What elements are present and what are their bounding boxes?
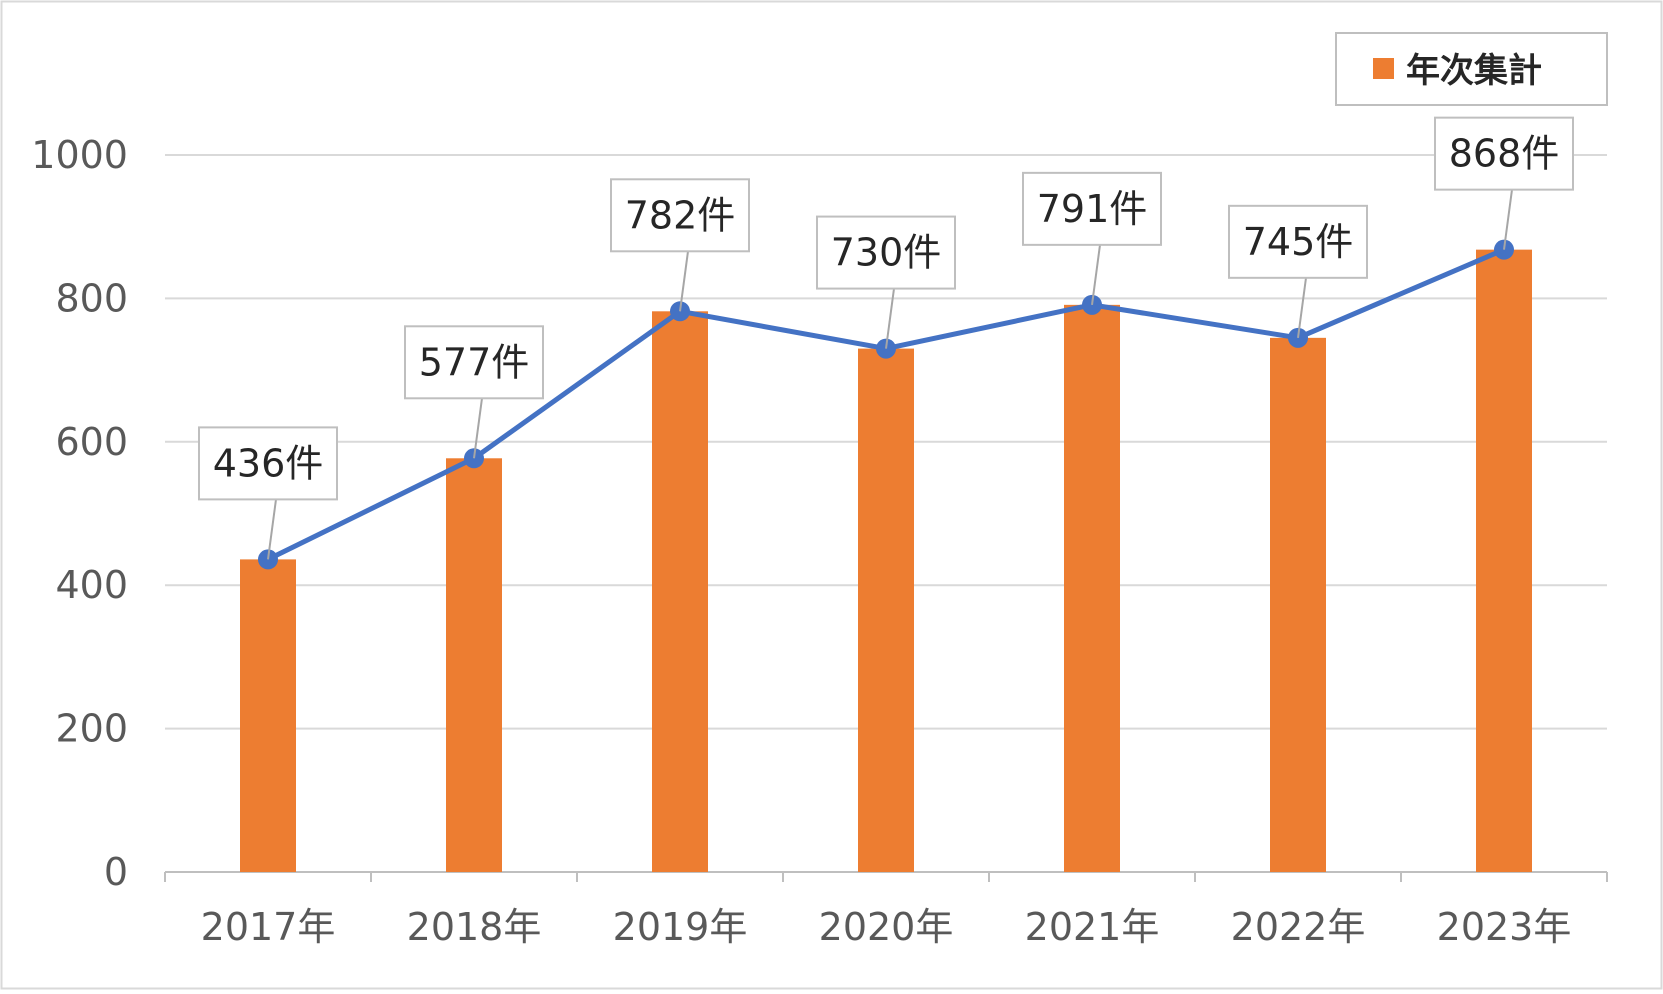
x-tick-label: 2018年 (407, 905, 542, 949)
data-label-leader (267, 499, 277, 560)
bar (240, 559, 296, 872)
bar (446, 458, 502, 872)
data-label: 791件 (1037, 187, 1148, 231)
data-label: 782件 (625, 193, 736, 237)
x-tick-label: 2023年 (1437, 905, 1572, 949)
x-tick-label: 2019年 (613, 905, 748, 949)
bar (652, 311, 708, 872)
data-labels: 436件 577件 782件 730件 791件 745件 868件 (198, 116, 1574, 560)
data-label-leader (1297, 277, 1307, 338)
data-label-leader (1503, 189, 1513, 250)
data-label-leader (885, 288, 895, 349)
y-tick-label: 600 (55, 420, 128, 464)
x-tick-label: 2017年 (201, 905, 336, 949)
data-label-box (816, 215, 956, 290)
data-label: 868件 (1449, 132, 1560, 176)
data-label: 730件 (831, 231, 942, 275)
data-label-leader (473, 398, 483, 459)
bar (1064, 304, 1120, 872)
bar (1270, 337, 1326, 873)
y-tick-label: 1000 (31, 133, 128, 177)
data-label: 577件 (419, 340, 530, 384)
data-label-leader (1091, 244, 1101, 305)
data-label-box (1434, 116, 1574, 191)
y-tick-label: 400 (55, 563, 128, 607)
data-label-box (404, 325, 544, 400)
legend-label: 年次集計 (1406, 51, 1542, 91)
x-tick-label: 2022年 (1231, 905, 1366, 949)
y-tick-label: 800 (55, 276, 128, 320)
bar (1476, 249, 1532, 873)
y-axis-ticks: 0 200 400 600 800 1000 (31, 133, 128, 894)
data-label-box (1022, 171, 1162, 246)
data-label-box (610, 178, 750, 253)
y-tick-label: 200 (55, 707, 128, 751)
x-axis-ticks: 2017年 2018年 2019年 2020年 2021年 2022年 2023年 (201, 905, 1572, 949)
x-tick-label: 2021年 (1025, 905, 1160, 949)
bars (240, 249, 1532, 873)
bar (858, 348, 914, 873)
x-tick-label: 2020年 (819, 905, 954, 949)
legend-swatch (1373, 58, 1394, 79)
data-label-box (198, 426, 338, 501)
data-label-leader (679, 251, 689, 312)
data-label: 436件 (213, 441, 324, 485)
data-label: 745件 (1243, 220, 1354, 264)
y-tick-label: 0 (104, 850, 128, 894)
legend: 年次集計 (1335, 32, 1608, 106)
data-label-box (1228, 204, 1368, 279)
